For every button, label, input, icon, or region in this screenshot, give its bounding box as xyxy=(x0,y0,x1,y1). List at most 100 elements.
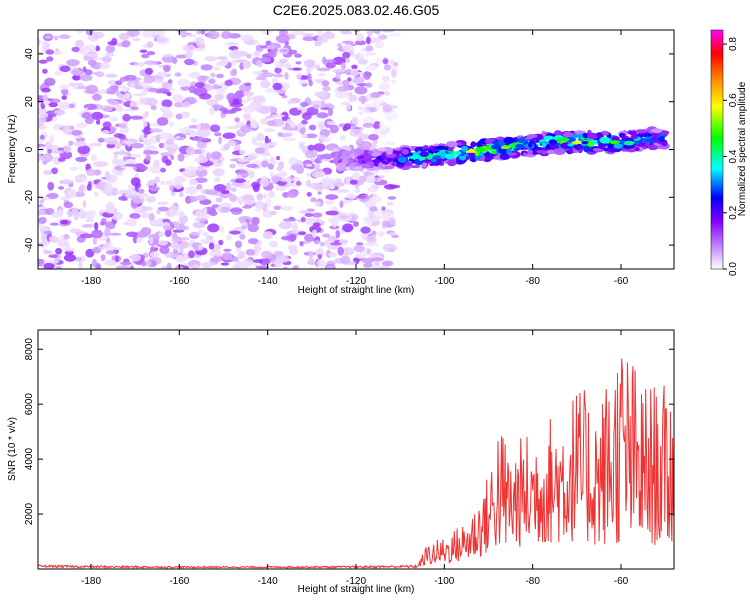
spectrogram-cell xyxy=(231,181,246,188)
spectrogram-cell xyxy=(53,110,65,115)
spectrogram-cell xyxy=(253,50,260,57)
spectrogram-cell xyxy=(332,69,346,73)
spectrogram-cell xyxy=(196,128,211,138)
spectrogram-cell xyxy=(58,186,65,190)
spectrogram-cell xyxy=(95,45,101,52)
spectrogram-cell xyxy=(282,218,297,222)
spectrogram-cell xyxy=(175,113,183,120)
spectrogram-cell xyxy=(279,58,289,64)
spectrogram-cell xyxy=(524,136,532,140)
spectrogram-cell xyxy=(239,233,246,240)
spectrogram-cell xyxy=(305,133,318,139)
spectrogram-cell xyxy=(221,252,233,261)
spectrogram-cell xyxy=(209,210,218,217)
spectrogram-cell xyxy=(131,37,141,42)
spectrogram-cell xyxy=(378,34,388,40)
spectrogram-cell xyxy=(313,143,326,152)
spectrogram-cell xyxy=(55,247,63,255)
spectrogram-cell xyxy=(39,134,45,140)
spectrogram-cell xyxy=(356,195,367,199)
spectrogram-cell xyxy=(62,247,76,252)
spectrogram-cell xyxy=(229,230,241,235)
spectrogram-cell xyxy=(173,180,183,190)
spectrogram-cell xyxy=(383,64,392,71)
spectrogram-cell xyxy=(282,266,288,269)
spectrogram-cell xyxy=(214,250,223,257)
spectrogram-cell xyxy=(91,259,98,268)
spectrogram-cell xyxy=(360,133,370,141)
spectrogram-cell xyxy=(204,56,218,62)
spectrogram-cell xyxy=(185,50,193,59)
spectrogram-cell xyxy=(221,31,232,39)
spectrogram-cell xyxy=(290,164,303,171)
spectrogram-cell xyxy=(57,238,68,248)
spectrogram-cell xyxy=(392,150,402,155)
spectrogram-cell xyxy=(215,197,223,203)
spectrogram-cell xyxy=(273,73,284,78)
spectrogram-cell xyxy=(68,82,76,87)
spectrogram-cell xyxy=(316,112,329,119)
spectrogram-cell xyxy=(142,206,154,211)
spectrogram-cell xyxy=(118,32,130,41)
spectrogram-cell xyxy=(335,73,341,80)
spectrogram-cell xyxy=(384,112,399,121)
colorbar-tick-label: 0.0 xyxy=(728,262,739,276)
snr-ticks: -180 -160 -140 -120 -100 -80 -60 2000 4000 6000 80… xyxy=(24,330,674,587)
spectrogram-cell xyxy=(44,141,53,149)
spectrogram-cell xyxy=(105,44,115,54)
spectrogram-cell xyxy=(270,174,281,183)
spectrogram-cell xyxy=(204,189,218,196)
spectrogram-cell xyxy=(389,217,396,225)
spectrogram-cell xyxy=(161,55,176,63)
spectrogram-cell xyxy=(92,93,102,101)
spectrogram-cell xyxy=(387,196,397,200)
spectrogram-cell xyxy=(225,182,232,192)
spectrogram-cell xyxy=(278,161,285,170)
spectrogram-cell xyxy=(613,143,624,149)
spectrogram-cell xyxy=(541,142,547,148)
spectrogram-cell xyxy=(440,152,446,160)
spectrogram-cell xyxy=(367,186,378,193)
spectrogram-cell xyxy=(44,35,53,39)
spectrogram-cell xyxy=(242,194,254,201)
spectrogram-cell xyxy=(328,216,341,225)
spectrogram-cell xyxy=(349,162,357,166)
spectrogram-cell xyxy=(251,216,260,226)
spectrogram-cell xyxy=(76,30,84,34)
spectrogram-cell xyxy=(350,68,359,77)
spectrogram-cell xyxy=(381,206,386,211)
spectrogram-cell xyxy=(362,122,374,128)
spectrogram-cell xyxy=(143,126,152,135)
spectrogram-cell xyxy=(104,52,115,57)
spectrogram-cell xyxy=(414,159,424,166)
spectrogram-cell xyxy=(59,219,69,225)
spectrogram-cell xyxy=(314,40,323,47)
spectrogram-cell xyxy=(558,137,570,142)
spectrogram-cell xyxy=(304,213,314,217)
spectrogram-cell xyxy=(280,235,295,241)
spectrogram-cell xyxy=(196,75,210,80)
spectrogram-cell xyxy=(352,172,361,181)
spectrogram-cell xyxy=(216,56,228,60)
spectrogram-cell xyxy=(85,248,95,258)
spectrogram-cell xyxy=(194,82,205,88)
spectrogram-cell xyxy=(241,99,249,104)
spectrogram-cell xyxy=(160,266,166,269)
spectrogram-cell xyxy=(151,220,164,225)
spectrogram-cell xyxy=(137,188,145,194)
spectrogram-cell xyxy=(298,79,307,85)
snr-x-label: Height of straight line (km) xyxy=(298,584,415,595)
spectrogram-cell xyxy=(264,106,269,113)
spectrogram-cell xyxy=(141,30,156,38)
spectrogram-cell xyxy=(129,115,144,120)
spectrogram-cell xyxy=(309,182,322,190)
spectrogram-cell xyxy=(45,49,55,55)
spectrogram-cell xyxy=(167,149,176,154)
spectrogram-cell xyxy=(340,135,346,141)
spectrogram-cell xyxy=(51,150,64,154)
spectrogram-cell xyxy=(185,186,198,195)
spectrogram-cell xyxy=(100,254,106,262)
spectrogram-cell xyxy=(246,95,253,102)
spectrogram-cell xyxy=(259,118,269,125)
spectrogram-cell xyxy=(363,219,373,227)
